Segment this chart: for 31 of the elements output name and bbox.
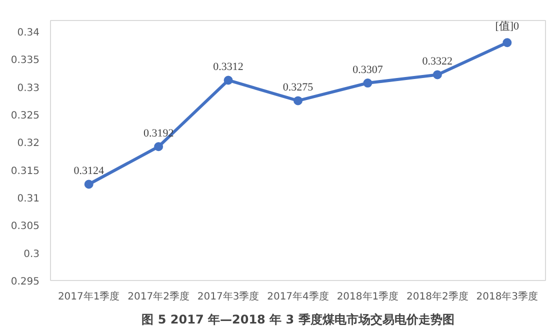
x-tick-label: 2017年2季度 xyxy=(128,290,190,302)
x-tick-label: 2017年3季度 xyxy=(197,290,260,302)
x-tick-label: 2018年3季度 xyxy=(476,290,538,302)
point xyxy=(224,76,233,85)
point xyxy=(154,142,164,152)
y-tick-label: 0.295 xyxy=(10,276,40,288)
data-label: 0.3307 xyxy=(352,64,384,76)
y-tick-label: 0.305 xyxy=(10,221,40,232)
y-tick-label: 0.335 xyxy=(10,55,40,66)
data-label: 0.3322 xyxy=(422,56,453,68)
x-tick-label: 2017年1季度 xyxy=(58,290,120,302)
point xyxy=(502,38,512,48)
data-label: 0.3275 xyxy=(282,82,314,94)
point xyxy=(294,96,302,106)
y-tick-label: 0.34 xyxy=(17,28,40,39)
data-label: 0.3124 xyxy=(74,165,104,178)
x-tick-label: 2017年4季度 xyxy=(267,290,329,302)
x-tick-label: 2018年2季度 xyxy=(406,290,468,302)
y-tick-label: 0.325 xyxy=(10,110,40,122)
y-tick-label: 0.32 xyxy=(17,138,40,150)
data-label: [值]0 xyxy=(495,20,520,33)
y-tick-label: 0.33 xyxy=(17,82,40,94)
caption: 图 5 2017 年—2018 年 3 季度煤电市场交易电价走势图 xyxy=(142,312,454,326)
y-tick-label: 0.31 xyxy=(17,194,40,205)
x-tick-label: 2018年1季度 xyxy=(336,290,399,302)
point xyxy=(363,78,372,88)
point xyxy=(432,70,442,80)
data-label: 0.3312 xyxy=(213,61,244,74)
y-tick-label: 0.315 xyxy=(10,166,40,177)
y-tick-label: 0.3 xyxy=(24,248,40,260)
point xyxy=(84,180,94,189)
